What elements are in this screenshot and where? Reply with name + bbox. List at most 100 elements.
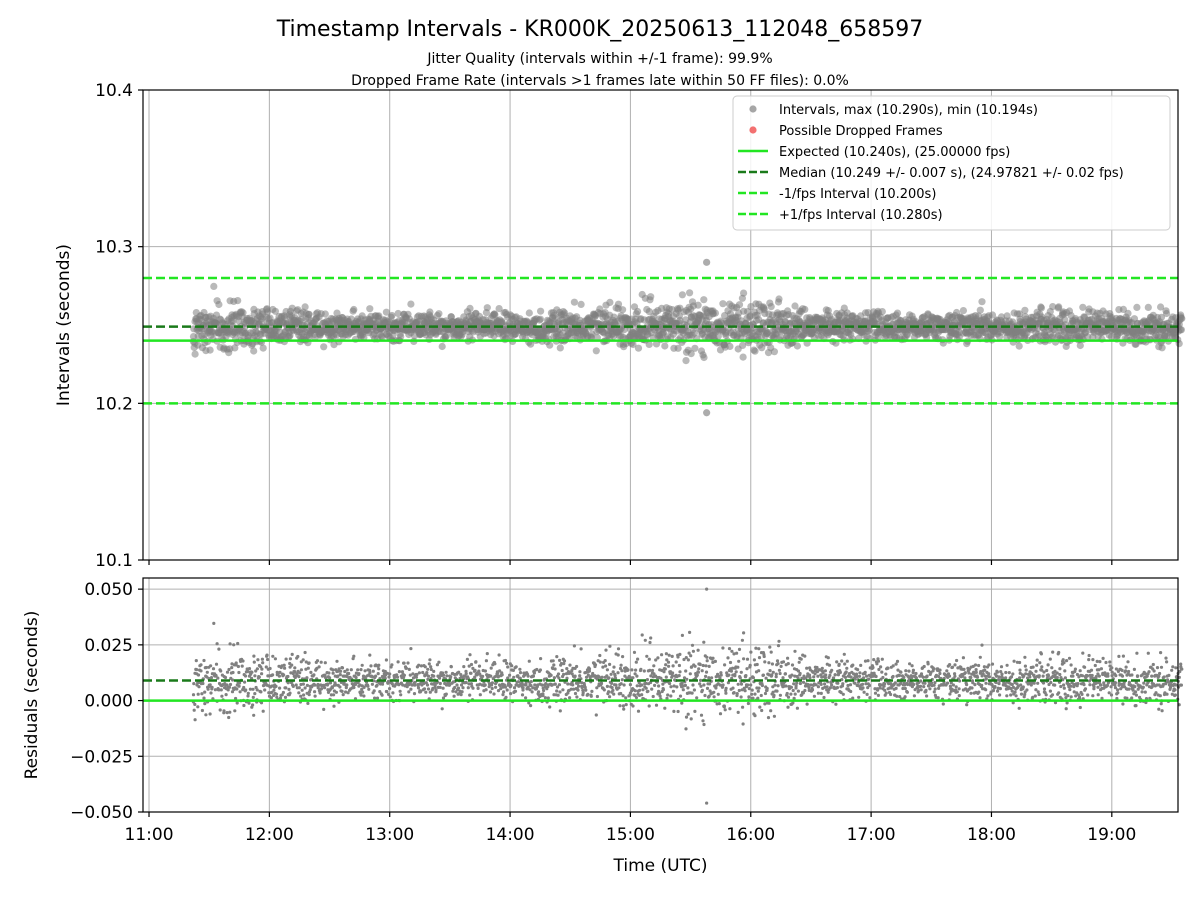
residual-point xyxy=(305,683,309,688)
residual-point xyxy=(417,671,421,675)
residual-point xyxy=(548,705,552,709)
residual-point xyxy=(987,672,991,676)
residual-point xyxy=(630,668,634,672)
interval-point xyxy=(1015,342,1023,350)
residual-point xyxy=(663,667,667,671)
interval-point xyxy=(491,311,499,319)
residual-point xyxy=(238,681,242,685)
intervals-y-tick-label: 10.2 xyxy=(95,394,133,414)
interval-point xyxy=(878,308,886,316)
interval-point xyxy=(988,311,997,319)
residual-point xyxy=(932,667,936,671)
residual-point xyxy=(727,647,732,651)
residual-point xyxy=(550,683,554,687)
residual-point xyxy=(741,705,745,709)
residual-point xyxy=(767,661,771,665)
residual-point xyxy=(274,684,278,689)
residual-point xyxy=(506,665,510,669)
residual-point xyxy=(814,683,818,687)
residual-point xyxy=(404,666,408,670)
residual-point xyxy=(231,670,235,675)
residual-point xyxy=(659,676,663,680)
residual-point xyxy=(220,694,224,698)
residual-point xyxy=(387,675,391,679)
residual-point xyxy=(388,672,392,676)
residual-point xyxy=(712,690,716,694)
interval-point xyxy=(1178,314,1186,323)
residual-point xyxy=(763,691,768,696)
residual-point xyxy=(253,692,257,696)
residual-point xyxy=(680,633,685,638)
residual-point xyxy=(308,688,312,692)
residual-point xyxy=(598,660,602,664)
residual-point xyxy=(735,651,739,655)
residual-point xyxy=(282,673,286,677)
residual-point xyxy=(954,685,958,689)
residual-point xyxy=(551,659,555,663)
residual-point xyxy=(640,633,644,637)
interval-point xyxy=(366,305,374,313)
residual-point xyxy=(238,690,242,694)
interval-point xyxy=(739,341,747,349)
residual-point xyxy=(839,690,843,695)
residual-point xyxy=(758,705,762,709)
residual-point xyxy=(957,694,961,698)
residual-point xyxy=(371,669,375,673)
residual-point xyxy=(848,683,853,687)
residual-point xyxy=(219,669,223,673)
residual-point xyxy=(771,690,775,694)
residual-point xyxy=(527,701,531,705)
residual-point xyxy=(996,689,1000,693)
residual-point xyxy=(337,667,341,671)
residual-point xyxy=(690,665,694,669)
residual-point xyxy=(834,702,838,706)
interval-point xyxy=(301,303,309,311)
residual-point xyxy=(477,669,481,673)
residual-point xyxy=(362,694,366,698)
residual-point xyxy=(969,675,973,680)
residual-point xyxy=(197,685,201,689)
residual-point xyxy=(736,710,740,715)
residual-point xyxy=(738,676,742,680)
residual-point xyxy=(823,676,828,680)
residual-point xyxy=(1000,672,1004,676)
residual-point xyxy=(514,665,518,669)
residual-point xyxy=(953,674,957,678)
residual-point xyxy=(318,691,322,695)
residual-point xyxy=(407,667,411,672)
residual-point xyxy=(665,658,669,662)
interval-point xyxy=(1055,303,1063,311)
residual-point xyxy=(643,638,647,642)
residual-point xyxy=(698,662,702,667)
residual-point xyxy=(313,694,317,698)
residual-point xyxy=(226,688,230,692)
residual-point xyxy=(688,672,692,676)
residual-point xyxy=(388,687,392,691)
residual-point xyxy=(230,666,234,670)
residual-point xyxy=(795,706,800,710)
residual-point xyxy=(444,670,448,674)
residual-point xyxy=(837,662,841,666)
interval-point xyxy=(978,298,986,306)
residual-point xyxy=(511,668,515,673)
residual-point xyxy=(763,660,767,664)
residual-point xyxy=(590,689,594,694)
residual-point xyxy=(256,658,260,662)
residual-point xyxy=(251,695,255,700)
residual-point xyxy=(203,702,207,706)
residual-point xyxy=(845,659,849,663)
residual-point xyxy=(419,689,423,693)
residual-point xyxy=(432,669,436,674)
residual-point xyxy=(764,676,768,680)
residual-point xyxy=(650,687,654,691)
residual-point xyxy=(441,696,446,700)
residual-point xyxy=(192,682,196,686)
residual-point xyxy=(945,669,949,673)
residual-point xyxy=(678,652,682,657)
residual-point xyxy=(327,671,331,675)
interval-point xyxy=(687,350,695,358)
residual-point xyxy=(580,681,584,685)
residual-point xyxy=(693,709,697,714)
residual-point xyxy=(315,659,320,663)
residual-point xyxy=(562,659,567,663)
